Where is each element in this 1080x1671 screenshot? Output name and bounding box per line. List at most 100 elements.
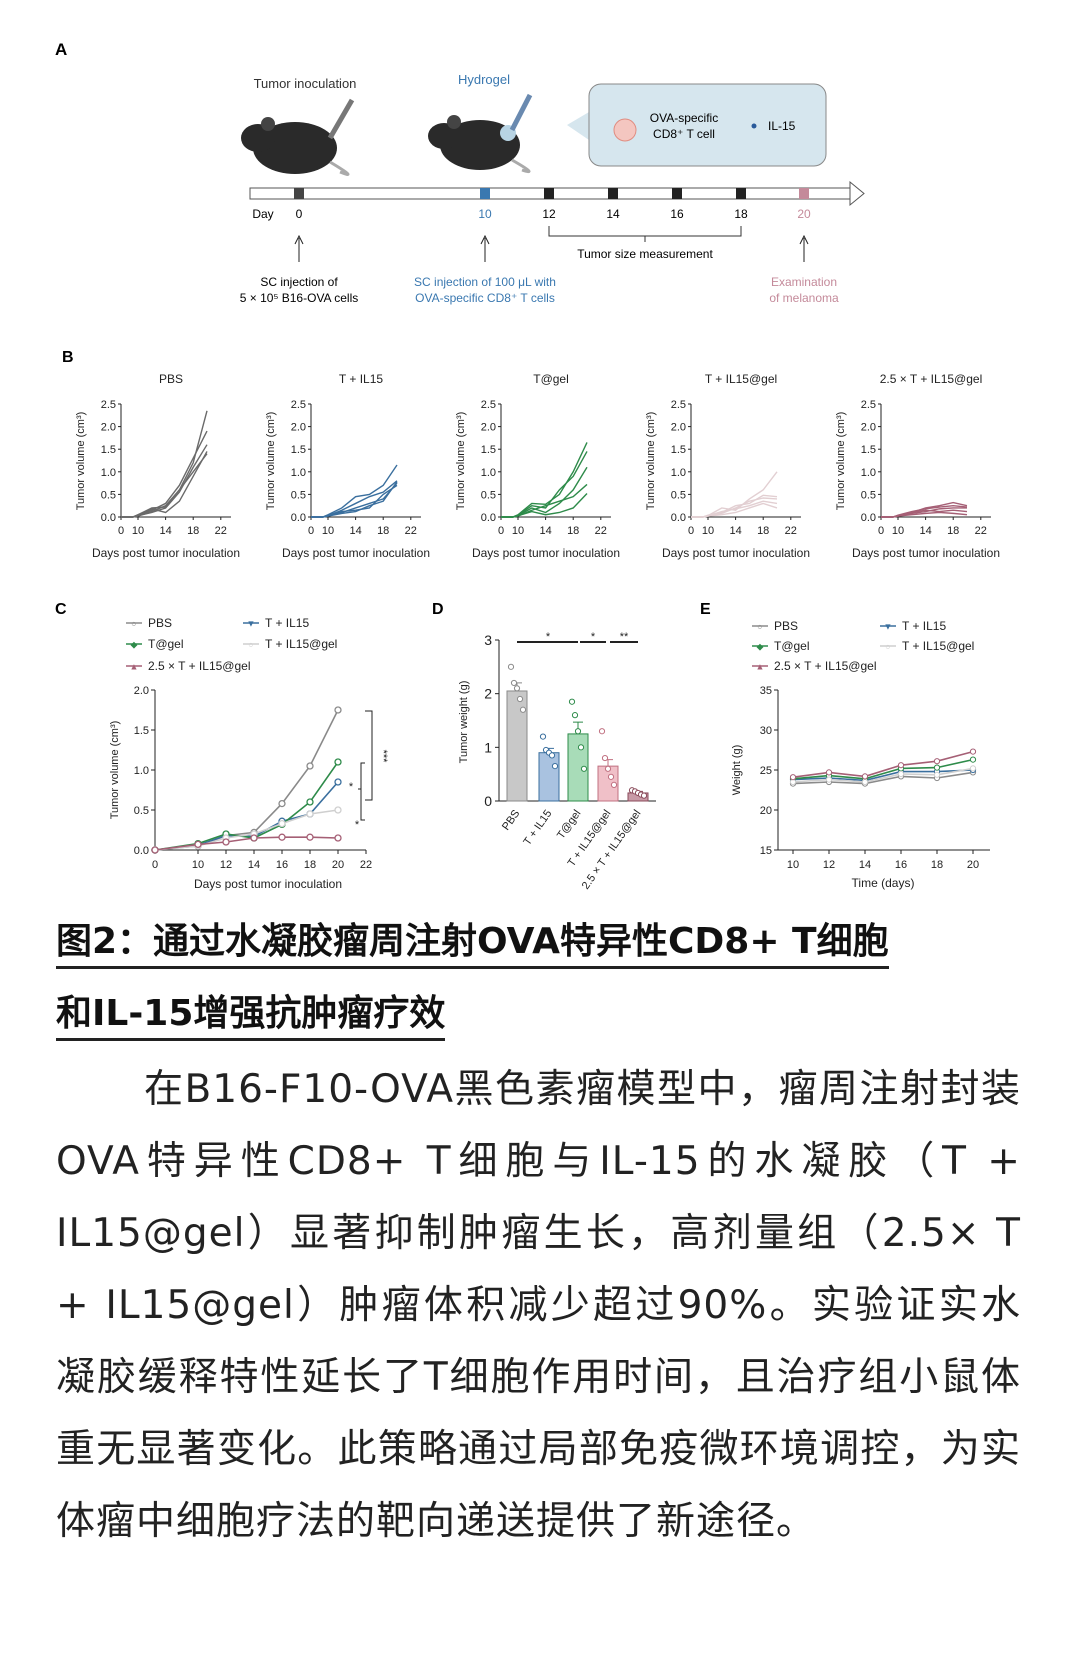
data-point [580, 765, 588, 772]
note-day0: 5 × 10⁵ B16-OVA cells [240, 291, 358, 305]
data-point [825, 769, 833, 776]
legend-marker: ○ [885, 642, 890, 652]
data-point [640, 792, 648, 799]
x-tick-label: 14 [859, 859, 871, 871]
x-tick-label: 14 [919, 525, 931, 537]
series-line [792, 769, 974, 782]
note-day0: SC injection of [260, 275, 338, 289]
y-tick-label: 1.5 [481, 444, 496, 456]
x-tick-label: 10 [512, 525, 524, 537]
callout-il15: IL-15 [768, 119, 796, 133]
data-point [519, 706, 527, 713]
arrow-up-icon [480, 234, 490, 262]
legend-marker: ▲ [130, 662, 139, 672]
y-tick-label: 1.0 [101, 467, 116, 479]
data-point [601, 754, 609, 762]
y-axis-label: Tumor volume (cm³) [109, 721, 121, 820]
data-point [334, 778, 342, 786]
day-tick: 14 [606, 207, 620, 221]
data-point [568, 698, 576, 705]
series-line [792, 750, 974, 778]
note-day10: SC injection of 100 μL with [414, 275, 556, 289]
data-point [334, 758, 342, 766]
caption-title-text: 和IL-15增强抗肿瘤疗效 [56, 993, 446, 1041]
significance-label: ** [620, 631, 629, 643]
y-tick-label: 0.0 [861, 512, 876, 524]
legend-label: T@gel [148, 637, 184, 651]
x-axis-label: Days post tumor inoculation [662, 546, 810, 560]
note-day20: of melanoma [769, 291, 839, 305]
data-point [278, 799, 286, 808]
panel-a-label: A [55, 40, 67, 59]
data-point [577, 744, 585, 751]
data-point [610, 781, 618, 789]
note-day10: OVA-specific CD8⁺ T cells [415, 291, 555, 305]
legend-marker: ○ [131, 619, 136, 629]
data-point [604, 765, 612, 772]
x-tick-label: 12 [220, 859, 232, 871]
y-tick-label: 0.5 [101, 489, 116, 501]
x-tick-label: 14 [248, 859, 260, 871]
data-point [513, 685, 521, 692]
il15-dot-icon [751, 123, 757, 129]
x-tick-label: 16 [276, 859, 288, 871]
series-line [792, 767, 974, 783]
significance-bracket [358, 710, 373, 821]
legend-marker: ▼ [884, 622, 893, 632]
data-point [278, 833, 286, 841]
y-tick-label: 2.5 [101, 399, 116, 411]
data-point [334, 806, 342, 814]
tumor-curve [121, 453, 208, 518]
x-tick-label: 22 [215, 525, 227, 537]
x-tick-label: 18 [377, 525, 389, 537]
significance-label: * [591, 631, 596, 643]
t-cell-icon [613, 118, 637, 142]
x-tick-label: 0 [308, 525, 314, 537]
figure: A Tumor inoculation Hydrogel OVA-specifi… [55, 40, 1000, 892]
hydrogel-label: Hydrogel [458, 72, 510, 87]
callout-cell-line1: OVA-specific [650, 111, 718, 125]
y-tick-label: 1.0 [134, 765, 149, 777]
legend-marker: ▲ [756, 662, 765, 672]
y-tick-label: 1 [484, 739, 492, 755]
y-tick-label: 2.0 [861, 422, 876, 434]
y-axis-label: Tumor weight (g) [458, 681, 470, 764]
data-point [510, 679, 518, 687]
y-tick-label: 3 [484, 632, 492, 648]
significance-label: *** [377, 750, 389, 764]
series-line [154, 709, 339, 851]
y-tick-label: 25 [760, 765, 772, 777]
y-tick-label: 1.5 [291, 444, 306, 456]
y-tick-label: 1.5 [134, 725, 149, 737]
data-point [897, 762, 905, 769]
caption-body: 在B16-F10-OVA黑色素瘤模型中，瘤周注射封装OVA特异性CD8+ T细胞… [56, 1067, 1021, 1544]
measurement-label: Tumor size measurement [577, 247, 713, 261]
legend-marker: ▼ [247, 619, 256, 629]
data-point [548, 752, 556, 759]
legend-label: 2.5 × T + IL15@gel [774, 659, 876, 673]
x-tick-label: 0 [118, 525, 124, 537]
data-point [969, 756, 977, 763]
significance-label: * [546, 631, 551, 643]
data-point [933, 764, 941, 771]
y-tick-label: 1.5 [101, 444, 116, 456]
y-tick-label: 0.0 [134, 845, 149, 857]
data-point [306, 798, 314, 806]
significance-label: * [355, 819, 360, 831]
data-point [250, 834, 258, 842]
data-point [861, 773, 869, 780]
legend-label: T + IL15@gel [265, 637, 337, 651]
legend-label: T + IL15@gel [902, 639, 974, 653]
data-point [306, 833, 314, 841]
x-tick-label: 12 [823, 859, 835, 871]
y-axis-label: Tumor volume (cm³) [75, 412, 87, 511]
y-tick-label: 20 [760, 805, 772, 817]
y-tick-label: 0 [484, 793, 492, 809]
hydrogel-callout: OVA-specific CD8⁺ T cell IL-15 [567, 83, 827, 167]
panel-c-label: C [55, 601, 67, 618]
y-tick-label: 0.0 [101, 512, 116, 524]
x-tick-label: 18 [757, 525, 769, 537]
category-label: T + IL15 [521, 808, 554, 848]
x-tick-label: 18 [931, 859, 943, 871]
